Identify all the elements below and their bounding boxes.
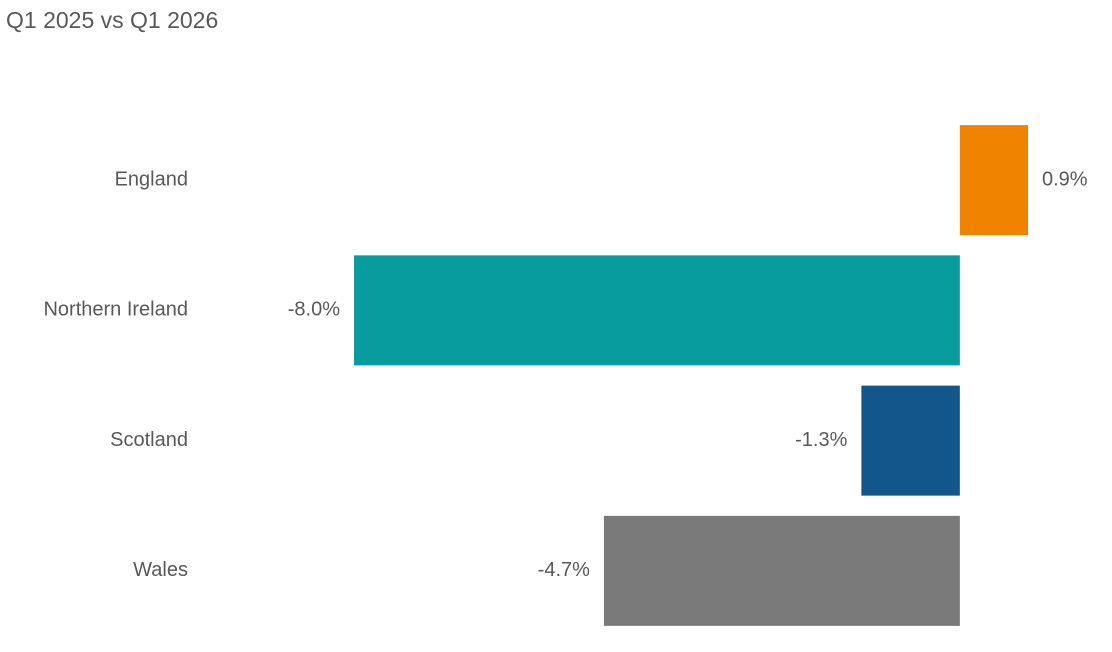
y-tick-label: Wales xyxy=(133,559,188,581)
value-label: -1.3% xyxy=(795,429,847,451)
y-tick-label: England xyxy=(115,168,188,190)
value-label: 0.9% xyxy=(1042,168,1088,190)
bar xyxy=(861,385,960,496)
y-tick-label: Northern Ireland xyxy=(43,299,188,321)
chart-title: Q1 2025 vs Q1 2026 xyxy=(6,7,218,33)
bar xyxy=(959,125,1028,236)
bar xyxy=(354,255,960,366)
y-tick-label: Scotland xyxy=(110,429,188,451)
bar xyxy=(603,515,960,626)
value-label: -8.0% xyxy=(288,299,340,321)
value-label: -4.7% xyxy=(538,559,590,581)
